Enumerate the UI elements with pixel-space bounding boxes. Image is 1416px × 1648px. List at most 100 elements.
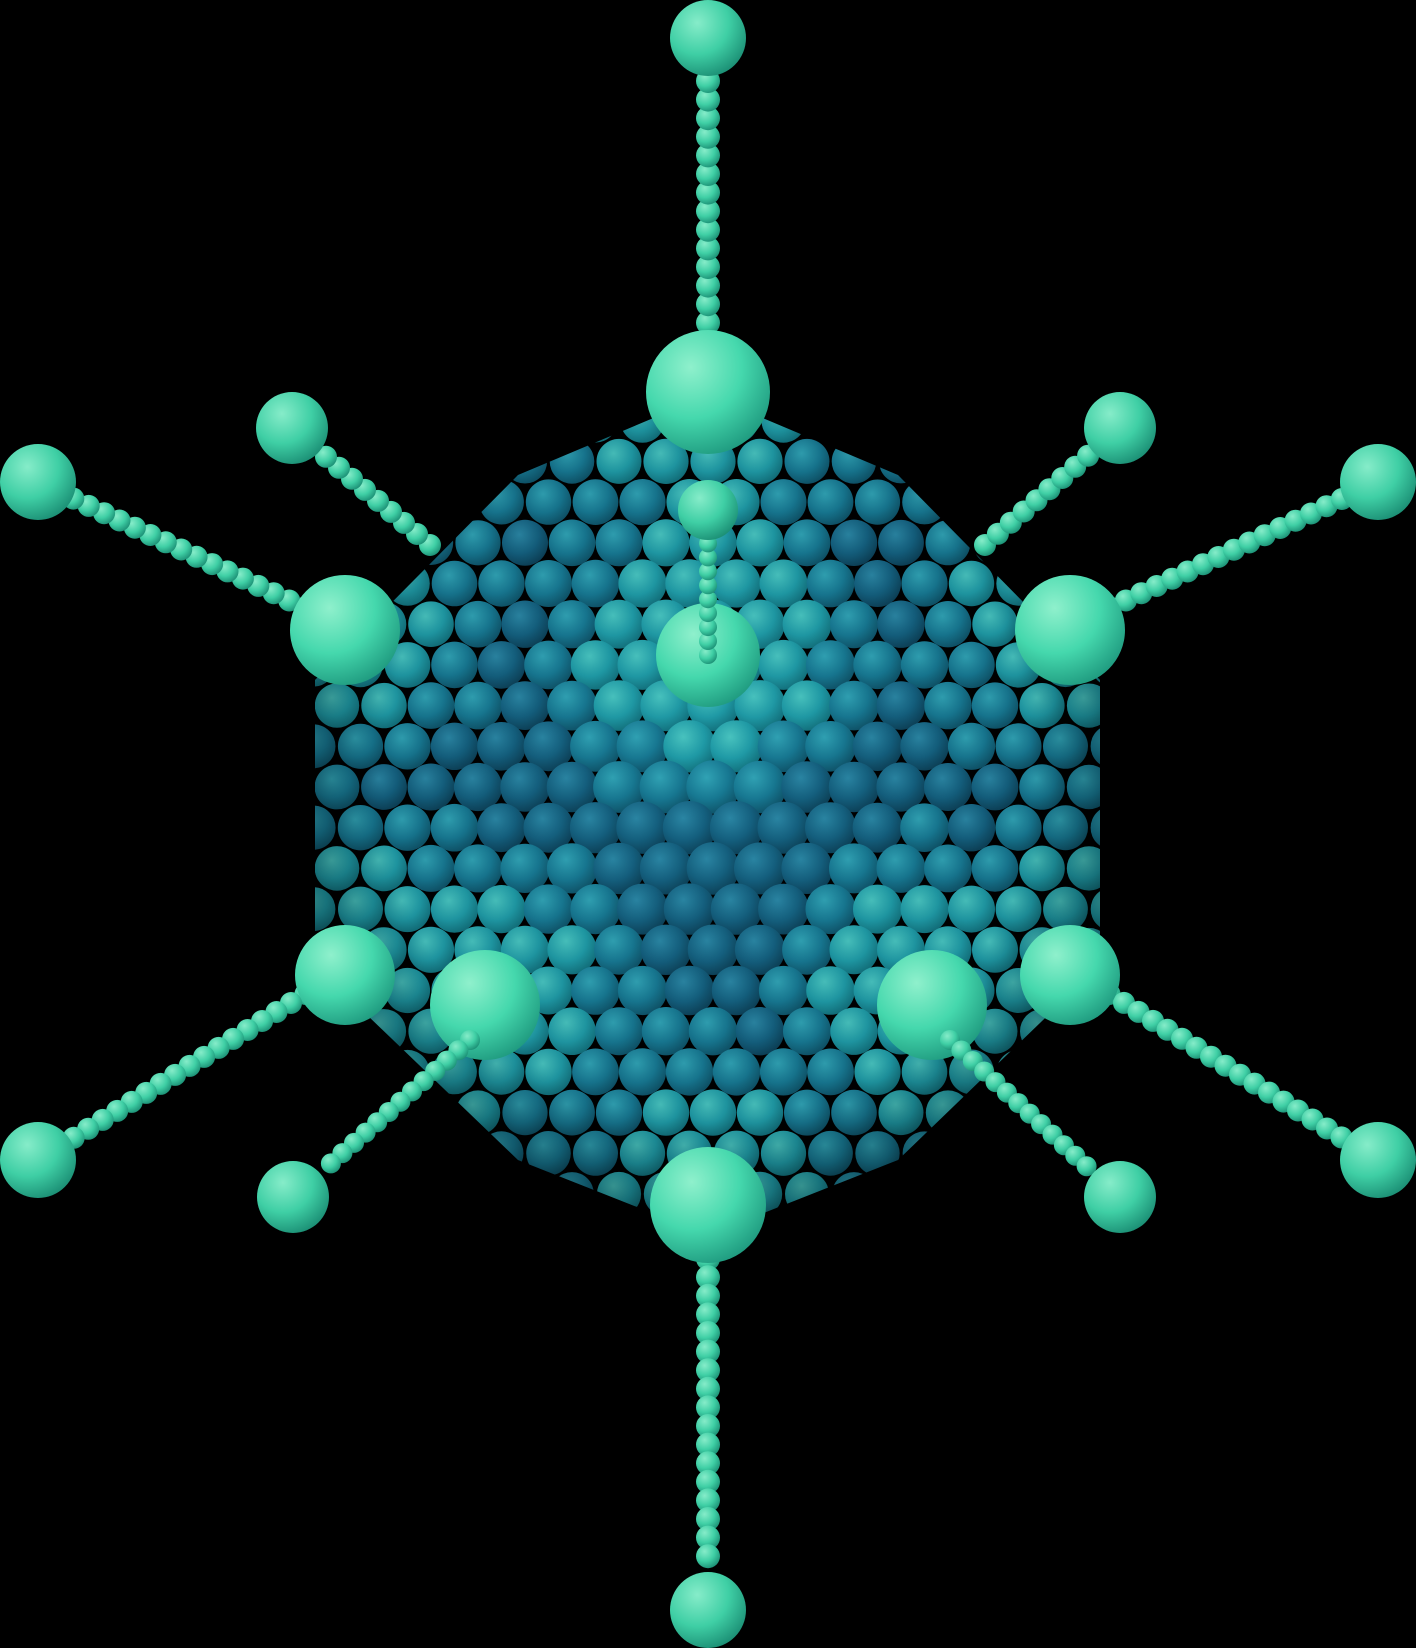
fiber-bead <box>696 1376 720 1401</box>
capsomer <box>386 399 429 442</box>
fiber-bead <box>696 255 720 279</box>
capsomer <box>973 440 1017 483</box>
fiber-bead <box>699 562 717 581</box>
fiber-bead <box>696 310 720 335</box>
capsomer <box>457 395 499 401</box>
capsomer <box>339 1213 382 1235</box>
fiber-bead <box>696 1525 720 1550</box>
capsomer <box>503 395 547 402</box>
fiber-bead <box>696 1507 720 1531</box>
fiber-knob <box>670 1572 746 1648</box>
fiber-knob <box>257 1161 329 1233</box>
penton-base <box>1020 925 1120 1025</box>
capsomer <box>949 1131 994 1175</box>
capsomer <box>527 1213 570 1235</box>
penton-base <box>295 925 395 1025</box>
fiber-bead <box>696 1469 720 1494</box>
fiber-bead <box>696 143 720 168</box>
capsomer <box>410 395 452 401</box>
penton-base <box>650 1147 766 1263</box>
capsomer <box>432 480 477 525</box>
capsomer <box>480 399 523 443</box>
capsomer <box>316 1254 358 1296</box>
fiber-bead <box>699 632 717 650</box>
capsomer <box>409 1172 453 1216</box>
capsomer <box>1091 481 1100 524</box>
capsomer <box>809 1213 852 1235</box>
capsomer <box>1091 1050 1100 1093</box>
capsomer <box>927 1254 969 1296</box>
penton-base <box>430 950 540 1060</box>
fiber-bead <box>1076 1156 1097 1177</box>
capsomer <box>432 1131 477 1176</box>
capsomer <box>597 395 641 402</box>
capsomer <box>785 395 829 402</box>
fiber-bead <box>696 1283 720 1308</box>
fiber-knob <box>678 480 738 540</box>
capsomer <box>338 1050 383 1094</box>
fiber-bead <box>696 1395 720 1420</box>
capsomer <box>268 684 311 727</box>
fiber-bead <box>699 548 717 567</box>
capsomer <box>1068 1254 1110 1296</box>
capsomer <box>1021 1254 1063 1296</box>
capsomer <box>974 1254 1016 1296</box>
capsomer <box>363 1173 405 1215</box>
capsomer <box>315 481 335 524</box>
capsomer <box>386 1213 429 1235</box>
capsomer <box>645 1254 687 1296</box>
fibers-front-group <box>257 480 1156 1233</box>
fiber-knob <box>1084 392 1156 464</box>
capsomer <box>456 439 500 484</box>
capsomer <box>1067 521 1100 564</box>
capsomer <box>903 1213 946 1235</box>
capsomer <box>926 439 970 484</box>
capsomer <box>879 1172 923 1216</box>
capsomer <box>315 521 359 565</box>
fiber-knob <box>0 1122 76 1198</box>
fiber-bead <box>699 604 717 623</box>
capsomer <box>386 1132 429 1175</box>
fiber-bead <box>696 1265 720 1290</box>
capsomer <box>457 1254 499 1296</box>
capsomer <box>269 1254 311 1296</box>
capsomer <box>1044 399 1087 442</box>
fiber-bead <box>696 1339 720 1364</box>
capsomer <box>855 399 900 443</box>
fiber-knob <box>1340 444 1416 520</box>
capsomer <box>363 1254 405 1296</box>
capsomer <box>315 1050 335 1094</box>
fiber-bead <box>699 618 717 637</box>
capsomer <box>926 1172 970 1216</box>
fiber-bead <box>696 1488 720 1513</box>
capsomer <box>551 1254 593 1296</box>
capsomer <box>808 398 853 443</box>
fiber-bead <box>696 162 720 186</box>
capsomer <box>1068 395 1100 401</box>
capsomer <box>856 1213 899 1235</box>
capsomer <box>574 1213 617 1235</box>
fiber-bead <box>696 292 720 317</box>
penton-base <box>646 330 770 454</box>
capsomer <box>339 399 382 442</box>
fiber-bead <box>699 576 717 595</box>
fiber-bead <box>696 217 720 242</box>
fiber-knob <box>0 444 76 520</box>
capsomer <box>409 440 453 483</box>
capsomer <box>927 395 969 401</box>
fiber-bead <box>696 87 720 112</box>
penton-base <box>877 950 987 1060</box>
capsomer <box>761 1213 806 1235</box>
fiber-bead <box>696 236 720 261</box>
fiber-bead <box>696 273 720 298</box>
fiber-bead <box>699 590 717 609</box>
fiber-bead <box>696 106 720 131</box>
capsomer <box>433 1213 476 1235</box>
fiber-bead <box>696 1358 720 1383</box>
penton-base <box>290 575 400 685</box>
fiber-knob <box>256 392 328 464</box>
capsomer <box>997 1213 1040 1235</box>
capsomer <box>903 399 946 443</box>
fiber-knob <box>670 0 746 76</box>
